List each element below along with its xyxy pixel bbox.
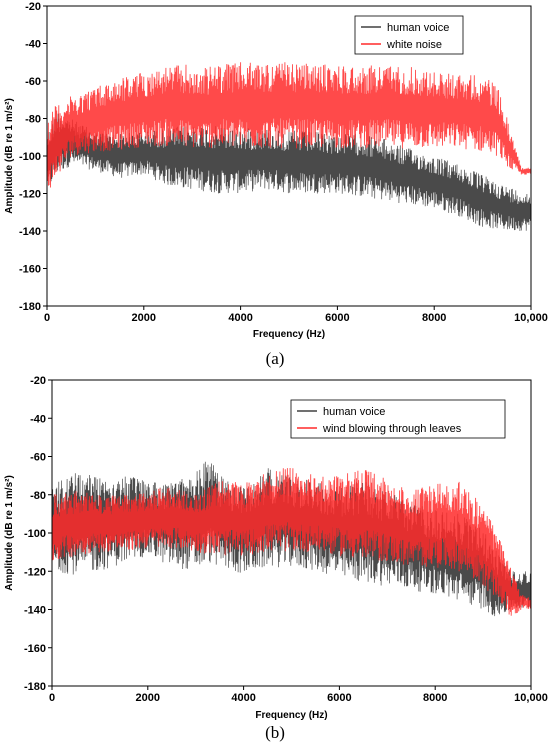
- y-tick-label: -100: [24, 528, 46, 540]
- series-wind-leaves-line: [51, 467, 532, 616]
- x-tick-label: 10,000: [514, 312, 548, 324]
- y-tick-label: -40: [30, 413, 46, 425]
- y-tick-label: -60: [25, 76, 41, 88]
- y-tick-label: -40: [25, 39, 41, 51]
- series-human-voice-line: [46, 113, 532, 232]
- y-tick-label: -20: [25, 1, 41, 13]
- x-tick-label: 6000: [325, 312, 349, 324]
- x-tick-label: 10,000: [514, 692, 548, 704]
- y-tick-label: -180: [24, 681, 46, 693]
- legend: human voice wind blowing through leaves: [290, 399, 506, 439]
- y-tick-label: -100: [19, 151, 41, 163]
- y-tick-label: -160: [24, 643, 46, 655]
- y-tick-label: -140: [19, 226, 41, 238]
- y-axis-title: Amplitude (dB re 1 m/s²): [4, 98, 15, 214]
- y-tick-label: -180: [19, 301, 41, 313]
- y-tick-label: -140: [24, 605, 46, 617]
- legend-label: wind blowing through leaves: [322, 423, 462, 435]
- y-tick-label: -80: [30, 490, 46, 502]
- x-tick-label: 2000: [136, 692, 160, 704]
- x-tick-label: 4000: [231, 692, 255, 704]
- legend: human voice white noise: [354, 15, 464, 55]
- y-axis-title: Amplitude (dB re 1 m/s²): [4, 475, 15, 591]
- legend-label: human voice: [387, 22, 449, 34]
- panel-label: (b): [265, 723, 285, 742]
- x-tick-label: 8000: [422, 312, 446, 324]
- x-tick-label: 2000: [132, 312, 156, 324]
- x-tick-label: 8000: [423, 692, 447, 704]
- x-tick-label: 4000: [228, 312, 252, 324]
- y-tick-label: -80: [25, 114, 41, 126]
- legend-box: [290, 399, 506, 439]
- panel-label: (a): [266, 349, 285, 368]
- x-axis-title: Frequency (Hz): [255, 710, 327, 721]
- x-tick-label: 0: [49, 692, 55, 704]
- series-white-noise-line: [46, 62, 532, 188]
- x-tick-label: 6000: [327, 692, 351, 704]
- y-tick-label: -20: [30, 375, 46, 387]
- legend-label: white noise: [386, 39, 442, 51]
- x-tick-label: 0: [44, 312, 50, 324]
- y-tick-label: -120: [24, 566, 46, 578]
- x-axis-title: Frequency (Hz): [253, 329, 325, 340]
- y-tick-label: -120: [19, 189, 41, 201]
- y-tick-label: -160: [19, 264, 41, 276]
- legend-box: [354, 15, 464, 55]
- y-tick-label: -60: [30, 452, 46, 464]
- legend-label: human voice: [323, 406, 385, 418]
